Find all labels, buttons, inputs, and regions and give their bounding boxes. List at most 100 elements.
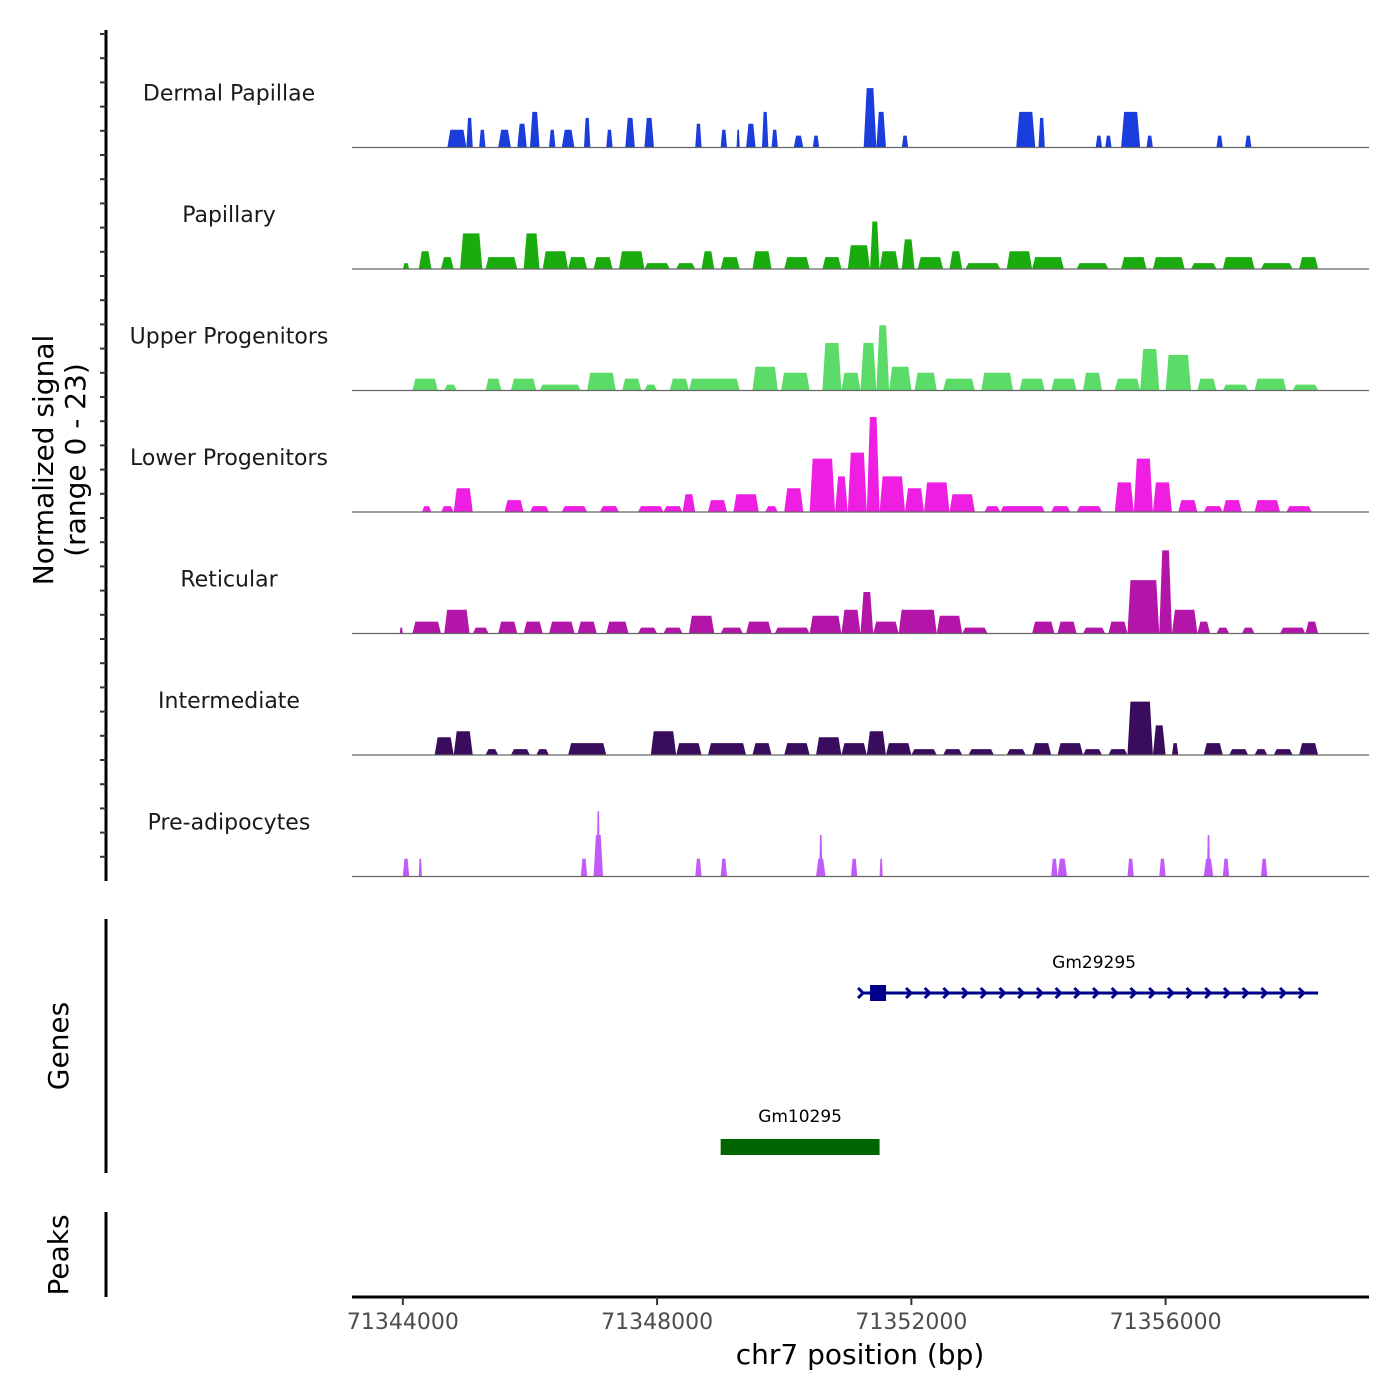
signal-peak: [1191, 263, 1217, 269]
signal-peak: [1299, 257, 1319, 269]
signal-peak: [580, 858, 588, 877]
signal-peak: [720, 858, 728, 877]
signal-peak: [421, 506, 432, 512]
signal-peak: [676, 743, 702, 755]
signal-peak: [606, 621, 629, 634]
signal-peak: [879, 858, 883, 877]
signal-peak: [1254, 500, 1281, 512]
strand-arrow-icon: [1204, 986, 1213, 1000]
signal-peak: [1057, 743, 1083, 755]
signal-peak: [781, 372, 810, 391]
signal-peak: [784, 257, 810, 269]
signal-peak: [447, 129, 467, 148]
signal-peak: [523, 233, 540, 269]
signal-peak: [1121, 257, 1147, 269]
signal-peak: [1229, 749, 1249, 755]
track-reticular: Reticular: [180, 550, 1369, 635]
track-pre-adipocytes: Pre-adipocytes: [148, 811, 1369, 878]
signal-peak: [529, 111, 540, 148]
signal-peak: [1197, 378, 1217, 391]
signal-peak: [752, 743, 772, 755]
signal-peak: [962, 627, 988, 634]
coverage-y-ticks: [100, 33, 106, 858]
signal-peak: [736, 129, 740, 148]
gene-annotations: Gm29295 Gm10295: [720, 953, 1319, 1155]
signal-peak: [1203, 506, 1223, 512]
signal-peak: [529, 506, 550, 512]
signal-peak: [901, 135, 909, 148]
track-label: Lower Progenitors: [130, 446, 328, 471]
gene-exon: [870, 985, 887, 1001]
signal-peak: [1032, 621, 1055, 634]
signal-peak: [936, 615, 963, 634]
signal-peak: [412, 621, 441, 634]
signal-peak: [1222, 500, 1242, 512]
signal-peak: [1222, 858, 1230, 877]
signal-peak: [402, 263, 410, 269]
peaks-panel-title: Peaks: [42, 1214, 75, 1295]
signal-peak: [1159, 858, 1166, 877]
signal-peak: [453, 731, 473, 755]
gene-gm10295: Gm10295: [720, 1107, 880, 1155]
signal-peak: [904, 488, 925, 512]
signal-peak: [1222, 257, 1255, 269]
signal-peak: [568, 257, 588, 269]
x-tick-label: 71348000: [601, 1310, 713, 1335]
gene-gm29295: Gm29295: [856, 953, 1319, 1001]
signal-peak: [1082, 627, 1106, 634]
signal-peak: [1216, 627, 1230, 634]
signal-peak: [1000, 506, 1045, 512]
signal-peak: [440, 506, 454, 512]
signal-peak: [688, 378, 740, 391]
strand-arrow-icon: [1260, 986, 1269, 1000]
signal-peak: [1146, 135, 1153, 148]
signal-peak: [901, 239, 915, 269]
signal-peak: [1203, 743, 1223, 755]
signal-peak: [1019, 378, 1045, 391]
signal-peak: [1095, 135, 1103, 148]
strand-arrow-icon: [1148, 986, 1157, 1000]
signal-peak: [1159, 550, 1172, 634]
signal-peak: [1082, 749, 1103, 755]
signal-peak: [866, 731, 886, 755]
signal-peak: [1152, 725, 1166, 755]
signal-peak: [412, 378, 438, 391]
signal-peak: [1216, 135, 1223, 148]
signal-peak: [784, 743, 810, 755]
signal-peak: [460, 233, 483, 269]
signal-peak: [885, 743, 912, 755]
strand-arrow-icon: [1297, 986, 1306, 1000]
signal-peak: [1006, 749, 1026, 755]
signal-peak: [1057, 621, 1077, 634]
signal-peak: [898, 609, 937, 634]
strand-arrow-icon: [923, 986, 932, 1000]
signal-peak: [1260, 263, 1293, 269]
signal-peak: [752, 366, 778, 391]
signal-peak: [695, 123, 702, 148]
signal-peak: [876, 111, 886, 148]
signal-peak: [1076, 506, 1103, 512]
signal-peak: [720, 129, 728, 148]
strand-arrow-icon: [942, 986, 951, 1000]
signal-peak: [399, 627, 403, 634]
signal-peak: [618, 251, 645, 269]
signal-peak: [606, 129, 613, 148]
signal-peak: [943, 749, 963, 755]
signal-peak: [510, 378, 537, 391]
signal-peak: [968, 749, 994, 755]
signal-peak: [1241, 627, 1255, 634]
signal-peak: [707, 743, 747, 755]
signal-peak: [1051, 506, 1071, 512]
signal-peak: [485, 257, 518, 269]
signal-peak: [876, 325, 890, 391]
signal-peak: [536, 749, 550, 755]
signal-peak: [688, 615, 715, 634]
signal-peak: [984, 506, 1001, 512]
signal-peak: [752, 251, 772, 269]
signal-peak: [949, 494, 975, 512]
signal-peak: [866, 417, 880, 512]
signal-peak: [444, 609, 470, 634]
signal-peak: [879, 476, 905, 512]
signal-peak: [587, 372, 616, 391]
